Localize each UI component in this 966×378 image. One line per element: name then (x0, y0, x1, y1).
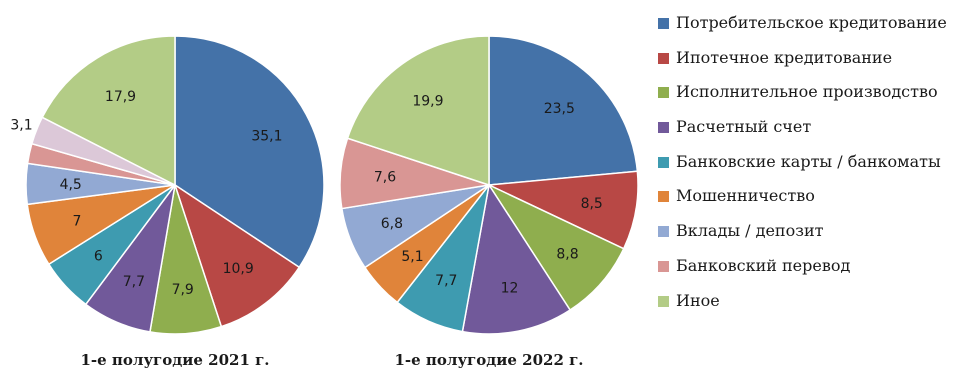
legend-swatch (658, 191, 669, 203)
legend-item: Мошенничество (658, 179, 947, 214)
pie-chart-2: 23,5 8,5 8,8 12 7,7 5,1 6,8 7,6 19,9 1-е полугоди… (339, 35, 639, 369)
slice-value-label: 6,8 (381, 216, 403, 232)
pie-slice (41, 35, 176, 187)
slice-value-label: 17,9 (105, 89, 136, 105)
slice-value-label: 4,5 (60, 177, 82, 193)
pie-slice (346, 35, 490, 187)
pie-slice (486, 183, 625, 312)
legend-item: Вклады / депозит (658, 214, 947, 249)
legend-swatch (658, 260, 669, 272)
pie-caption: 1-е полугодие 2021 г. (80, 351, 269, 369)
legend-label: Мошенничество (676, 186, 815, 206)
legend-label: Иное (676, 290, 720, 310)
legend-label: Банковский перевод (676, 255, 851, 275)
slice-value-label: 10,9 (223, 261, 254, 277)
legend-swatch (658, 122, 669, 134)
slice-value-label: 7,6 (374, 170, 396, 186)
legend-item: Банковские карты / банкоматы (658, 145, 947, 180)
legend-label: Потребительское кредитование (676, 13, 947, 32)
legend-swatch (658, 87, 669, 99)
pie-slice (488, 35, 639, 186)
slice-value-label: 19,9 (412, 94, 443, 110)
legend: Потребительское кредитование Ипотечное кр… (658, 6, 947, 318)
slice-value-label: 35,1 (251, 129, 282, 145)
legend-swatch (658, 226, 669, 238)
pie-chart-1: 35,1 10,9 7,9 7,7 6 7 4,5 3,1 17,9 1-е полугодие … (10, 35, 325, 369)
slice-value-label: 12 (501, 280, 519, 296)
legend-label: Вклады / депозит (676, 221, 824, 241)
legend-item: Иное (658, 284, 947, 319)
legend-item: Банковский перевод (658, 249, 947, 284)
slice-value-label: 8,5 (581, 196, 603, 212)
slice-value-label: 8,8 (556, 247, 578, 263)
legend-swatch (658, 295, 669, 307)
legend-item: Исполнительное производство (658, 75, 947, 110)
legend-item: Ипотечное кредитование (658, 41, 947, 76)
legend-label: Исполнительное производство (676, 82, 938, 102)
slice-value-label: 7 (72, 213, 81, 229)
legend-label: Ипотечное кредитование (676, 47, 893, 67)
slice-value-label: 5,1 (401, 249, 423, 265)
slice-value-label: 23,5 (544, 101, 575, 117)
slice-value-label: 6 (94, 249, 103, 265)
pie-slice (461, 183, 572, 335)
legend-item: Потребительское кредитование (658, 6, 947, 41)
slice-value-label: 3,1 (10, 117, 32, 133)
pie-slice (173, 183, 301, 328)
slice-value-label: 7,7 (123, 274, 145, 290)
slice-value-label: 7,7 (435, 273, 457, 289)
legend-swatch (658, 156, 669, 168)
slice-value-label: 7,9 (172, 282, 194, 298)
legend-swatch (658, 52, 669, 64)
legend-label: Расчетный счет (676, 117, 812, 137)
legend-label: Банковские карты / банкоматы (676, 151, 941, 171)
pie-caption: 1-е полугодие 2022 г. (394, 351, 583, 369)
legend-item: Расчетный счет (658, 110, 947, 145)
legend-swatch (658, 18, 669, 29)
